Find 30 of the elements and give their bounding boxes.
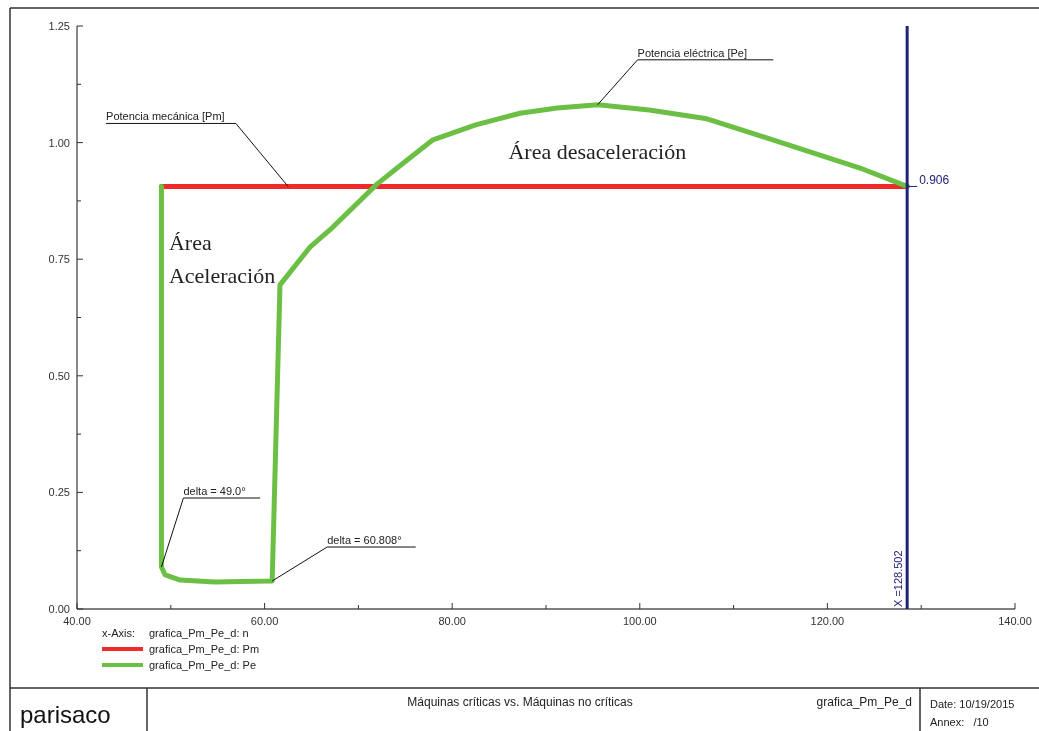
annotation: Aceleración bbox=[168, 262, 276, 288]
x-tick-label: 140.00 bbox=[998, 615, 1032, 627]
ref-line-label: X =128.502 bbox=[892, 550, 905, 607]
y-tick-label: 0.00 bbox=[48, 603, 70, 615]
y-tick-label: 0.25 bbox=[48, 486, 70, 499]
text: parisaco bbox=[20, 701, 111, 728]
x-tick-label: 60.00 bbox=[250, 615, 279, 627]
text: Annex: /10 bbox=[930, 716, 989, 728]
annotation: delta = 60.808° bbox=[327, 534, 402, 547]
legend-label: grafica_Pm_Pe_d: Pm bbox=[149, 643, 260, 655]
text: Date: 10/19/2015 bbox=[930, 698, 1015, 710]
y-tick-label: 1.00 bbox=[48, 136, 70, 149]
y-tick-label: 1.25 bbox=[48, 20, 70, 32]
x-tick-label: 100.00 bbox=[622, 615, 657, 627]
text: Máquinas críticas vs. Máquinas no críticas bbox=[407, 695, 633, 709]
x-axis-title: grafica_Pm_Pe_d: n bbox=[149, 627, 249, 639]
x-tick-label: 40.00 bbox=[63, 615, 91, 627]
text: grafica_Pm_Pe_d bbox=[816, 695, 912, 709]
annotation: Área desaceleración bbox=[508, 138, 687, 164]
x-tick-label: 120.00 bbox=[810, 615, 845, 627]
text: x-Axis: bbox=[102, 627, 135, 639]
annotation: 0.906 bbox=[919, 173, 950, 188]
annotation: Potencia mecánica [Pm] bbox=[106, 110, 225, 123]
annotation: delta = 49.0° bbox=[183, 485, 246, 498]
legend-label: grafica_Pm_Pe_d: Pe bbox=[149, 659, 257, 671]
annotation: Potencia eléctrica [Pe] bbox=[637, 46, 748, 59]
y-tick-label: 0.75 bbox=[48, 253, 70, 266]
annotation: Área bbox=[168, 229, 212, 255]
y-tick-label: 0.50 bbox=[48, 369, 70, 382]
x-tick-label: 80.00 bbox=[438, 615, 466, 627]
